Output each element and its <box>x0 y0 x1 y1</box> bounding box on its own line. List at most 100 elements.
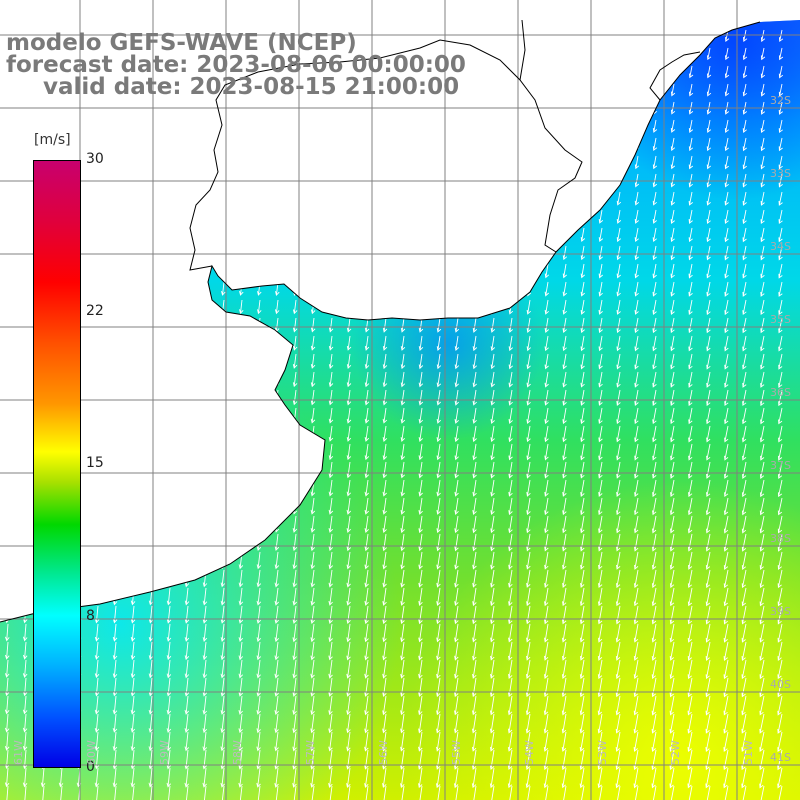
wind-arrow <box>364 299 370 315</box>
wind-arrow <box>437 137 442 151</box>
wind-arrow <box>472 623 477 643</box>
wind-arrow <box>167 299 172 314</box>
latitude-label: 38S <box>770 532 791 545</box>
wind-arrow <box>562 245 568 261</box>
wind-arrow <box>4 695 10 715</box>
wind-arrow <box>292 335 298 351</box>
wind-arrow <box>184 497 190 515</box>
wind-arrow <box>418 659 423 679</box>
wind-arrow <box>292 461 298 479</box>
wind-arrow <box>23 353 28 369</box>
wind-arrow <box>347 209 352 224</box>
wind-arrow <box>257 119 262 133</box>
wind-arrow <box>723 497 729 516</box>
wind-arrow <box>310 785 315 800</box>
wind-arrow <box>274 533 280 552</box>
wind-arrow <box>616 569 621 589</box>
wind-arrow <box>419 137 424 151</box>
wind-arrow <box>526 389 531 406</box>
wind-arrow <box>526 551 531 570</box>
wind-arrow <box>507 749 513 770</box>
wind-arrow <box>256 641 262 661</box>
wind-arrow <box>561 785 567 800</box>
wind-arrow <box>185 155 190 169</box>
wind-arrow <box>436 533 441 552</box>
wind-arrow <box>472 461 477 479</box>
wind-arrow <box>382 785 387 800</box>
wind-arrow <box>131 335 136 351</box>
wind-arrow <box>167 191 172 205</box>
wind-arrow <box>328 371 334 388</box>
wind-arrow <box>778 137 783 152</box>
wind-arrow <box>328 299 334 315</box>
wind-arrow <box>311 155 316 169</box>
wind-arrow <box>707 29 712 42</box>
wind-arrow <box>41 119 46 132</box>
wind-arrow <box>724 407 729 425</box>
wind-arrow <box>238 479 244 497</box>
wind-arrow <box>633 623 639 643</box>
wind-arrow <box>220 659 226 679</box>
wind-arrow <box>561 659 567 679</box>
wind-arrow <box>724 353 729 370</box>
wind-arrow <box>400 497 405 515</box>
wind-arrow <box>256 695 261 715</box>
wind-arrow <box>670 137 676 152</box>
wind-arrow <box>741 569 747 589</box>
wind-arrow <box>436 263 442 279</box>
wind-arrow <box>202 587 208 606</box>
wind-arrow <box>5 191 10 205</box>
wind-arrow <box>400 353 406 370</box>
wind-arrow <box>633 605 639 625</box>
wind-arrow <box>652 353 657 370</box>
wind-arrow <box>508 497 513 516</box>
wind-arrow <box>383 173 388 187</box>
wind-arrow <box>310 443 316 460</box>
wind-arrow <box>328 587 333 606</box>
wind-arrow <box>418 533 423 552</box>
wind-arrow <box>489 695 495 716</box>
wind-arrow <box>777 551 783 570</box>
wind-arrow <box>471 785 477 800</box>
wind-arrow <box>777 587 783 607</box>
wind-arrow <box>472 209 478 224</box>
wind-arrow <box>454 443 459 461</box>
wind-arrow <box>453 767 459 789</box>
wind-arrow <box>599 83 604 97</box>
wind-arrow <box>346 767 351 788</box>
wind-arrow <box>274 587 280 606</box>
wind-arrow <box>489 713 495 734</box>
wind-arrow <box>509 137 514 151</box>
wind-arrow <box>454 263 460 279</box>
wind-arrow <box>633 641 639 661</box>
wind-arrow <box>166 695 172 715</box>
wind-arrow <box>543 641 549 661</box>
wind-arrow <box>184 551 190 570</box>
wind-arrow <box>706 461 711 479</box>
wind-arrow <box>185 173 190 187</box>
wind-arrow <box>166 443 172 460</box>
wind-arrow <box>562 209 568 224</box>
wind-arrow <box>652 155 658 170</box>
wind-arrow <box>310 335 316 351</box>
wind-arrow <box>561 767 567 789</box>
wind-arrow <box>687 659 693 680</box>
wind-arrow <box>778 29 784 43</box>
wind-arrow <box>778 299 783 316</box>
wind-arrow <box>274 551 280 570</box>
wind-arrow <box>777 713 783 734</box>
wind-arrow <box>364 641 369 661</box>
wind-arrow <box>274 497 280 515</box>
wind-arrow <box>418 605 423 625</box>
wind-arrow <box>256 551 262 570</box>
wind-arrow <box>184 587 190 606</box>
wind-arrow <box>310 677 315 697</box>
wind-arrow <box>148 551 154 570</box>
wind-arrow <box>544 263 550 279</box>
wind-arrow <box>23 407 28 423</box>
wind-arrow <box>508 641 513 661</box>
wind-arrow <box>346 317 352 333</box>
wind-arrow <box>652 497 657 516</box>
wind-arrow <box>472 443 477 461</box>
wind-arrow <box>274 731 279 752</box>
